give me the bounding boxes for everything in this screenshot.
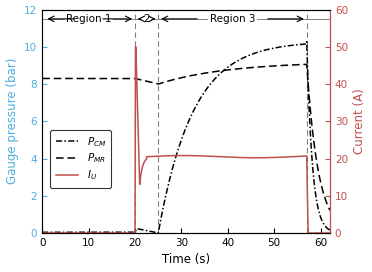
Text: 2: 2 (143, 14, 150, 24)
Text: Region 1: Region 1 (66, 14, 111, 24)
Y-axis label: Current (A): Current (A) (353, 88, 366, 154)
Text: Region 3: Region 3 (210, 14, 255, 24)
X-axis label: Time (s): Time (s) (162, 254, 210, 267)
Legend: $P_{CM}$, $P_{MR}$, $I_U$: $P_{CM}$, $P_{MR}$, $I_U$ (50, 129, 111, 188)
Y-axis label: Gauge pressure (bar): Gauge pressure (bar) (6, 58, 19, 184)
